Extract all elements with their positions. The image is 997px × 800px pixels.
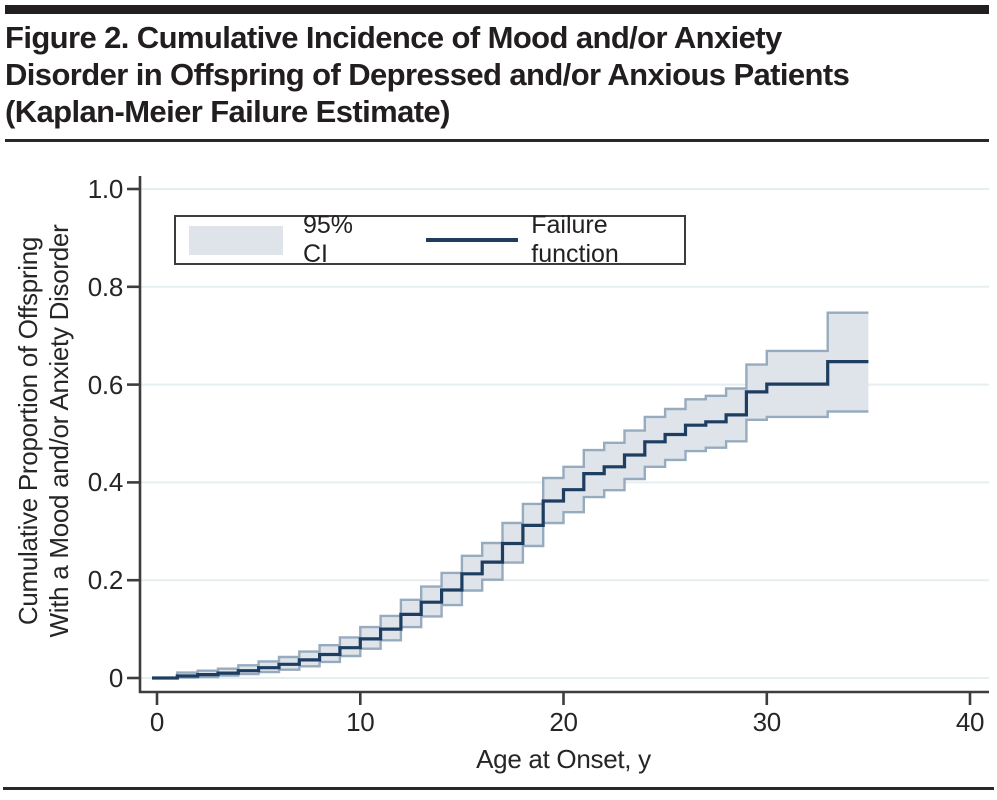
y-tick-label: 0.8: [87, 271, 124, 302]
top-rule: [5, 5, 989, 14]
y-tick-label: 1.0: [87, 174, 124, 204]
y-axis-title-line-2: With a Mood and/or Anxiety Disorder: [44, 224, 74, 638]
failure-function-legend-label: Failure function: [531, 211, 619, 268]
y-tick-label: 0.6: [87, 369, 124, 400]
failure-function-line: [152, 360, 869, 680]
y-axis-title: Cumulative Proportion of Offspring With …: [13, 151, 75, 711]
ci-upper-edge: [152, 311, 869, 680]
ci-lower-edge: [152, 410, 869, 680]
ci-band: [152, 312, 869, 678]
ci-band-swatch: [189, 225, 283, 255]
y-tick-label: 0.2: [87, 565, 124, 596]
ci-legend-label: 95% CI: [303, 211, 354, 268]
figure-title-line-2: Disorder in Offspring of Depressed and/o…: [5, 57, 850, 92]
title-divider-rule: [5, 139, 989, 142]
figure-title: Figure 2. Cumulative Incidence of Mood a…: [5, 19, 993, 130]
x-tick-label: 20: [549, 707, 578, 737]
failure-function-line-swatch: [426, 238, 519, 242]
chart-legend: 95% CI Failure function: [174, 211, 686, 268]
x-tick-label: 30: [752, 707, 782, 737]
x-axis-title: Age at Onset, y: [476, 744, 651, 774]
x-tick-label: 0: [149, 707, 165, 737]
figure-title-line-1: Figure 2. Cumulative Incidence of Mood a…: [5, 20, 782, 55]
x-tick-label: 10: [346, 707, 375, 737]
y-tick-label: 0: [108, 663, 123, 693]
y-tick-label: 0.4: [87, 467, 124, 498]
x-tick-label: 40: [955, 707, 985, 737]
bottom-rule: [3, 787, 994, 790]
figure-title-line-3: (Kaplan-Meier Failure Estimate): [5, 94, 450, 129]
y-axis-title-line-1: Cumulative Proportion of Offspring: [13, 236, 43, 626]
